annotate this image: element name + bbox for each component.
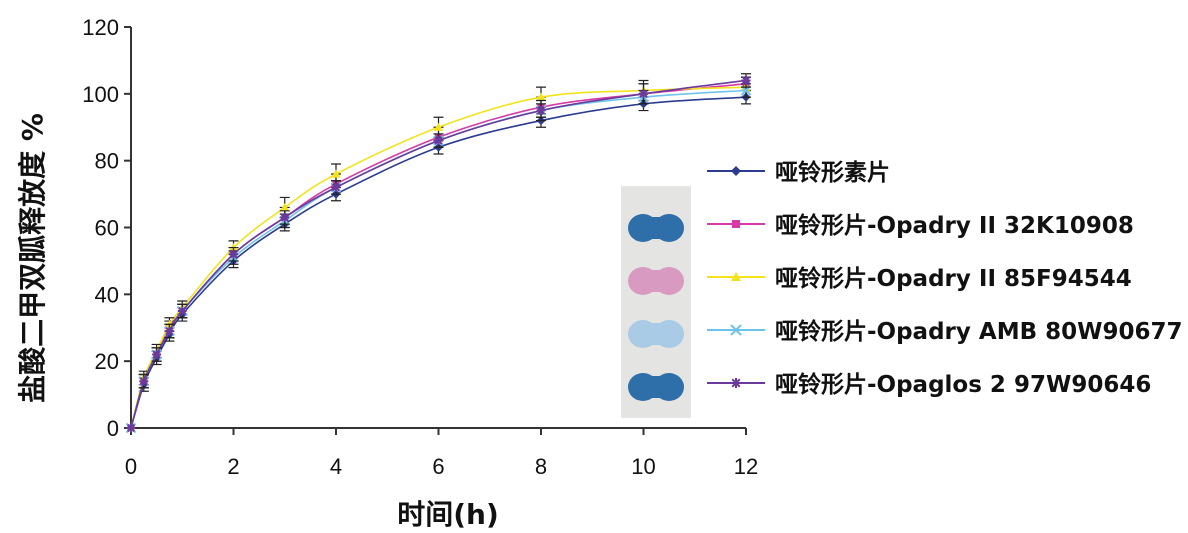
y-tick-label: 80: [95, 149, 119, 174]
data-point: [731, 166, 741, 176]
data-point: [126, 423, 136, 433]
legend-label: 哑铃形素片: [775, 159, 890, 186]
y-tick-label: 120: [82, 15, 119, 40]
tablet-icon: [628, 320, 684, 348]
legend-label: 哑铃形片-Opadry AMB 80W90677: [775, 318, 1183, 345]
data-point: [139, 376, 149, 386]
data-point: [730, 324, 742, 336]
axes: 0 20 40 60 80 100 120 0 2 4 6 8 10 12: [82, 15, 758, 479]
x-tick-label: 6: [432, 454, 444, 479]
x-axis-title: 时间(h): [397, 498, 499, 531]
tablet-body: [643, 323, 669, 345]
y-tick-label: 40: [95, 282, 119, 307]
data-point: [152, 349, 162, 359]
data-point: [434, 122, 443, 131]
data-point: [732, 220, 740, 228]
legend-label: 哑铃形片-Opadry II 85F94544: [775, 265, 1132, 292]
data-point: [639, 89, 648, 99]
data-point: [731, 272, 741, 281]
tablet-body: [643, 217, 669, 239]
y-tick-label: 0: [107, 416, 119, 441]
data-point: [331, 169, 341, 178]
tablet-icon: [628, 214, 684, 242]
data-point: [331, 182, 341, 192]
data-point: [280, 212, 290, 222]
data-point: [177, 306, 187, 316]
tablet-icon: [628, 373, 684, 401]
x-tick-label: 12: [734, 454, 758, 479]
x-tick-label: 0: [125, 454, 137, 479]
data-point: [731, 378, 741, 388]
tablet-body: [643, 270, 669, 292]
data-point: [229, 249, 238, 259]
legend-label: 哑铃形片-Opaglos 2 97W90646: [775, 371, 1151, 398]
x-tick-label: 4: [330, 454, 342, 479]
legend-label: 哑铃形片-Opadry II 32K10908: [775, 212, 1134, 239]
data-point: [434, 136, 443, 146]
series-5: [126, 73, 751, 433]
tablet-icon: [628, 267, 684, 295]
series-layer: [125, 73, 752, 434]
data-point: [741, 75, 751, 85]
y-tick-label: 100: [82, 82, 119, 107]
data-point: [536, 92, 546, 101]
y-tick-label: 20: [95, 349, 119, 374]
x-tick-label: 2: [227, 454, 239, 479]
tablet-body: [643, 376, 669, 398]
x-tick-label: 8: [535, 454, 547, 479]
x-tick-label: 10: [631, 454, 655, 479]
data-point: [280, 202, 290, 212]
data-point: [536, 106, 546, 116]
y-axis-title: 盐酸二甲双胍释放度 %: [16, 113, 49, 403]
y-tick-label: 60: [95, 216, 119, 241]
data-point: [164, 326, 174, 336]
